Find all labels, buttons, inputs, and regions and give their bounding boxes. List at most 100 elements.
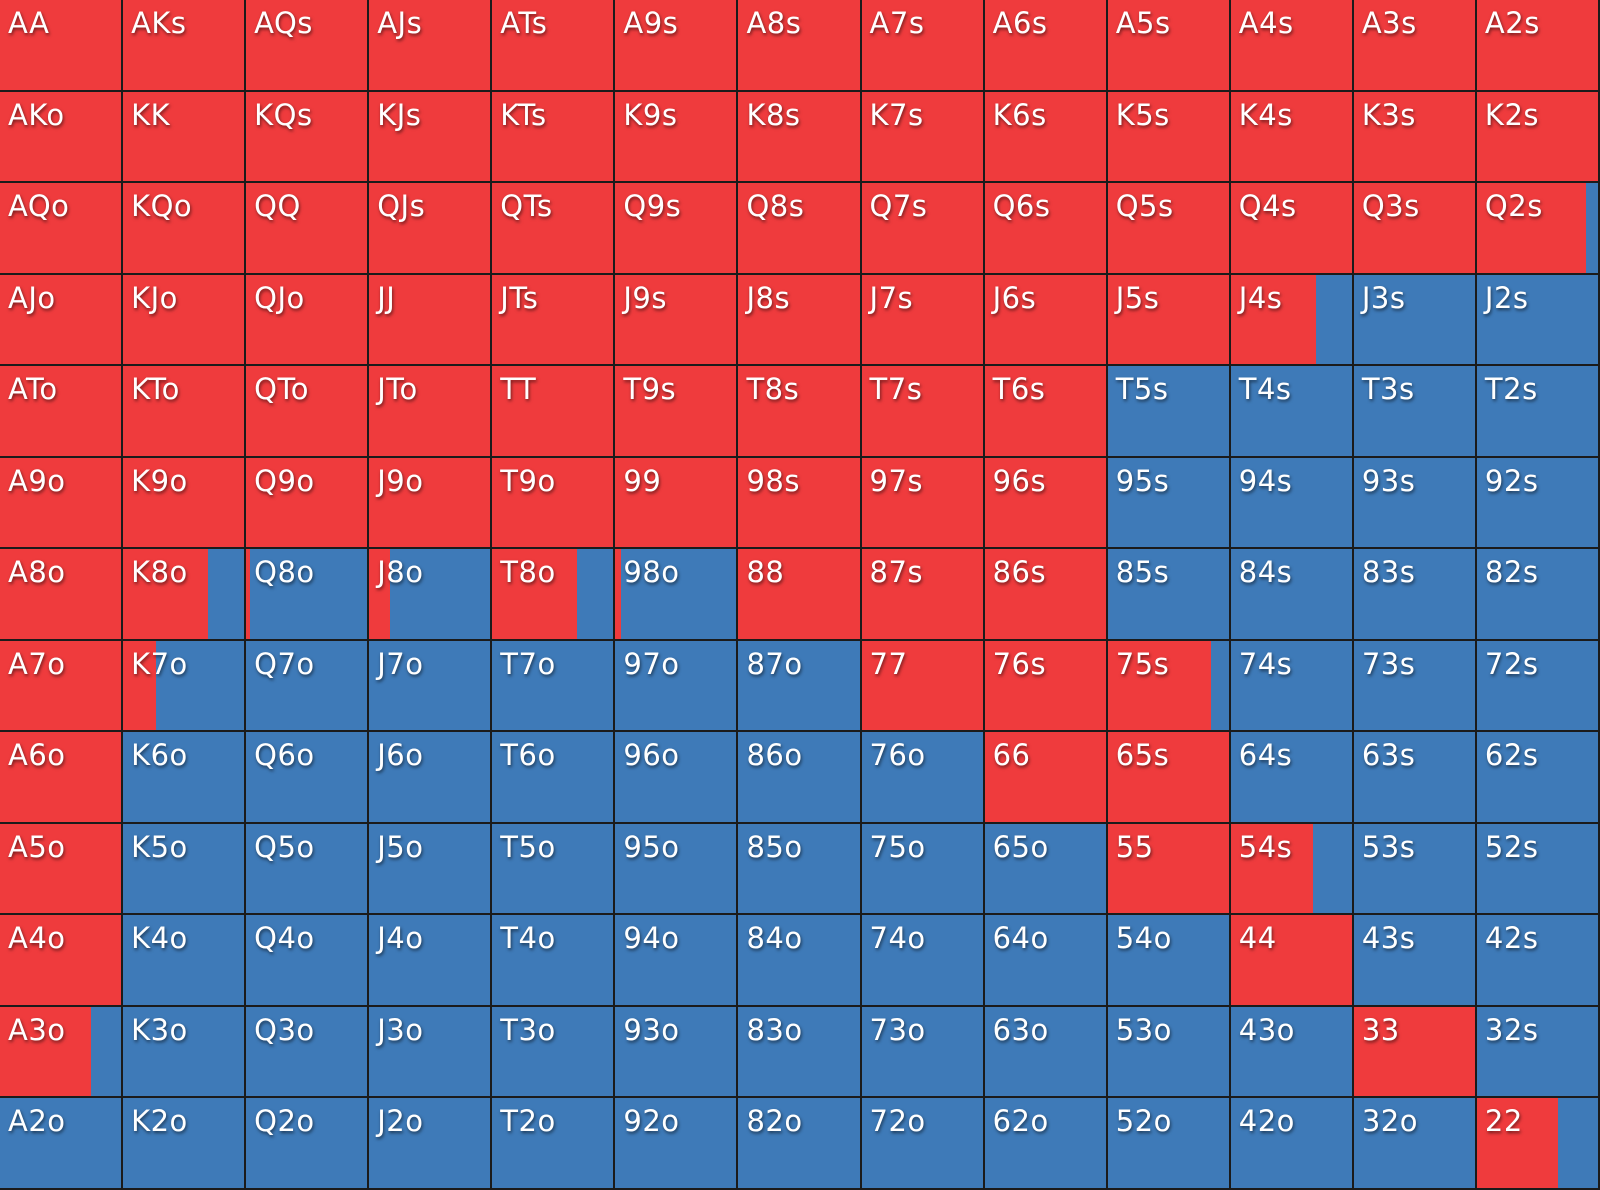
hand-cell[interactable]: K8o (123, 549, 247, 641)
hand-cell[interactable]: 72o (861, 1098, 985, 1190)
hand-cell[interactable]: K7s (861, 91, 985, 184)
hand-cell[interactable]: Q3o (246, 1006, 370, 1099)
hand-cell[interactable]: T9s (615, 366, 739, 458)
hand-cell[interactable]: 98o (615, 549, 739, 641)
hand-cell[interactable]: T7o (492, 640, 616, 733)
hand-cell[interactable]: T4s (1230, 366, 1354, 458)
hand-cell[interactable]: 88 (738, 549, 862, 641)
hand-cell[interactable]: K3o (123, 1006, 247, 1099)
hand-cell[interactable]: 63s (1353, 732, 1477, 824)
hand-cell[interactable]: A7o (0, 640, 124, 733)
hand-cell[interactable]: J6o (369, 732, 493, 824)
hand-cell[interactable]: T4o (492, 915, 616, 1007)
hand-cell[interactable]: T2s (1476, 366, 1600, 458)
hand-cell[interactable]: 52o (1107, 1098, 1231, 1190)
hand-cell[interactable]: T7s (861, 366, 985, 458)
hand-cell[interactable]: 87o (738, 640, 862, 733)
hand-cell[interactable]: J4o (369, 915, 493, 1007)
hand-cell[interactable]: QTs (492, 183, 616, 275)
hand-cell[interactable]: 94s (1230, 457, 1354, 550)
hand-cell[interactable]: 97s (861, 457, 985, 550)
hand-cell[interactable]: 94o (615, 915, 739, 1007)
hand-cell[interactable]: Q9s (615, 183, 739, 275)
hand-cell[interactable]: 86s (984, 549, 1108, 641)
hand-cell[interactable]: A2o (0, 1098, 124, 1190)
hand-cell[interactable]: 98s (738, 457, 862, 550)
hand-cell[interactable]: A2s (1476, 0, 1600, 92)
hand-cell[interactable]: 42s (1476, 915, 1600, 1007)
hand-cell[interactable]: K2s (1476, 91, 1600, 184)
hand-cell[interactable]: J8s (738, 274, 862, 367)
hand-cell[interactable]: 75s (1107, 640, 1231, 733)
hand-cell[interactable]: T9o (492, 457, 616, 550)
hand-cell[interactable]: Q4s (1230, 183, 1354, 275)
hand-cell[interactable]: A8s (738, 0, 862, 92)
hand-cell[interactable]: 74o (861, 915, 985, 1007)
hand-cell[interactable]: JTo (369, 366, 493, 458)
hand-cell[interactable]: ATo (0, 366, 124, 458)
hand-cell[interactable]: 54o (1107, 915, 1231, 1007)
hand-cell[interactable]: KQo (123, 183, 247, 275)
hand-cell[interactable]: A6o (0, 732, 124, 824)
hand-cell[interactable]: 44 (1230, 915, 1354, 1007)
hand-cell[interactable]: 83s (1353, 549, 1477, 641)
hand-cell[interactable]: K4o (123, 915, 247, 1007)
hand-cell[interactable]: KJs (369, 91, 493, 184)
hand-cell[interactable]: K4s (1230, 91, 1354, 184)
hand-cell[interactable]: Q7o (246, 640, 370, 733)
hand-cell[interactable]: T5o (492, 823, 616, 916)
hand-cell[interactable]: 74s (1230, 640, 1354, 733)
hand-cell[interactable]: QQ (246, 183, 370, 275)
hand-cell[interactable]: 33 (1353, 1006, 1477, 1099)
hand-cell[interactable]: K7o (123, 640, 247, 733)
hand-cell[interactable]: 22 (1476, 1098, 1600, 1190)
hand-cell[interactable]: 87s (861, 549, 985, 641)
hand-cell[interactable]: AJs (369, 0, 493, 92)
hand-cell[interactable]: T5s (1107, 366, 1231, 458)
hand-cell[interactable]: A5s (1107, 0, 1231, 92)
hand-cell[interactable]: QJs (369, 183, 493, 275)
hand-cell[interactable]: T3o (492, 1006, 616, 1099)
hand-cell[interactable]: KTo (123, 366, 247, 458)
hand-cell[interactable]: Q2o (246, 1098, 370, 1190)
hand-cell[interactable]: 93o (615, 1006, 739, 1099)
hand-cell[interactable]: J9o (369, 457, 493, 550)
hand-cell[interactable]: 72s (1476, 640, 1600, 733)
hand-cell[interactable]: AA (0, 0, 124, 92)
hand-cell[interactable]: AJo (0, 274, 124, 367)
hand-cell[interactable]: KQs (246, 91, 370, 184)
hand-cell[interactable]: T8s (738, 366, 862, 458)
hand-cell[interactable]: 65s (1107, 732, 1231, 824)
hand-cell[interactable]: JTs (492, 274, 616, 367)
hand-cell[interactable]: Q5s (1107, 183, 1231, 275)
hand-cell[interactable]: 82s (1476, 549, 1600, 641)
hand-cell[interactable]: QJo (246, 274, 370, 367)
hand-cell[interactable]: 64s (1230, 732, 1354, 824)
hand-cell[interactable]: 54s (1230, 823, 1354, 916)
hand-cell[interactable]: 82o (738, 1098, 862, 1190)
hand-cell[interactable]: 96s (984, 457, 1108, 550)
hand-cell[interactable]: 73s (1353, 640, 1477, 733)
hand-cell[interactable]: J3s (1353, 274, 1477, 367)
hand-cell[interactable]: K2o (123, 1098, 247, 1190)
hand-cell[interactable]: 83o (738, 1006, 862, 1099)
hand-cell[interactable]: Q6o (246, 732, 370, 824)
hand-cell[interactable]: 92o (615, 1098, 739, 1190)
hand-cell[interactable]: Q8s (738, 183, 862, 275)
hand-cell[interactable]: 63o (984, 1006, 1108, 1099)
hand-cell[interactable]: 86o (738, 732, 862, 824)
hand-cell[interactable]: 85s (1107, 549, 1231, 641)
hand-cell[interactable]: 62o (984, 1098, 1108, 1190)
hand-cell[interactable]: K9s (615, 91, 739, 184)
hand-cell[interactable]: 95s (1107, 457, 1231, 550)
hand-cell[interactable]: Q2s (1476, 183, 1600, 275)
hand-cell[interactable]: 85o (738, 823, 862, 916)
hand-cell[interactable]: 52s (1476, 823, 1600, 916)
hand-cell[interactable]: A6s (984, 0, 1108, 92)
hand-cell[interactable]: J7s (861, 274, 985, 367)
hand-cell[interactable]: Q8o (246, 549, 370, 641)
hand-cell[interactable]: 32o (1353, 1098, 1477, 1190)
hand-cell[interactable]: JJ (369, 274, 493, 367)
hand-cell[interactable]: ATs (492, 0, 616, 92)
hand-cell[interactable]: 92s (1476, 457, 1600, 550)
